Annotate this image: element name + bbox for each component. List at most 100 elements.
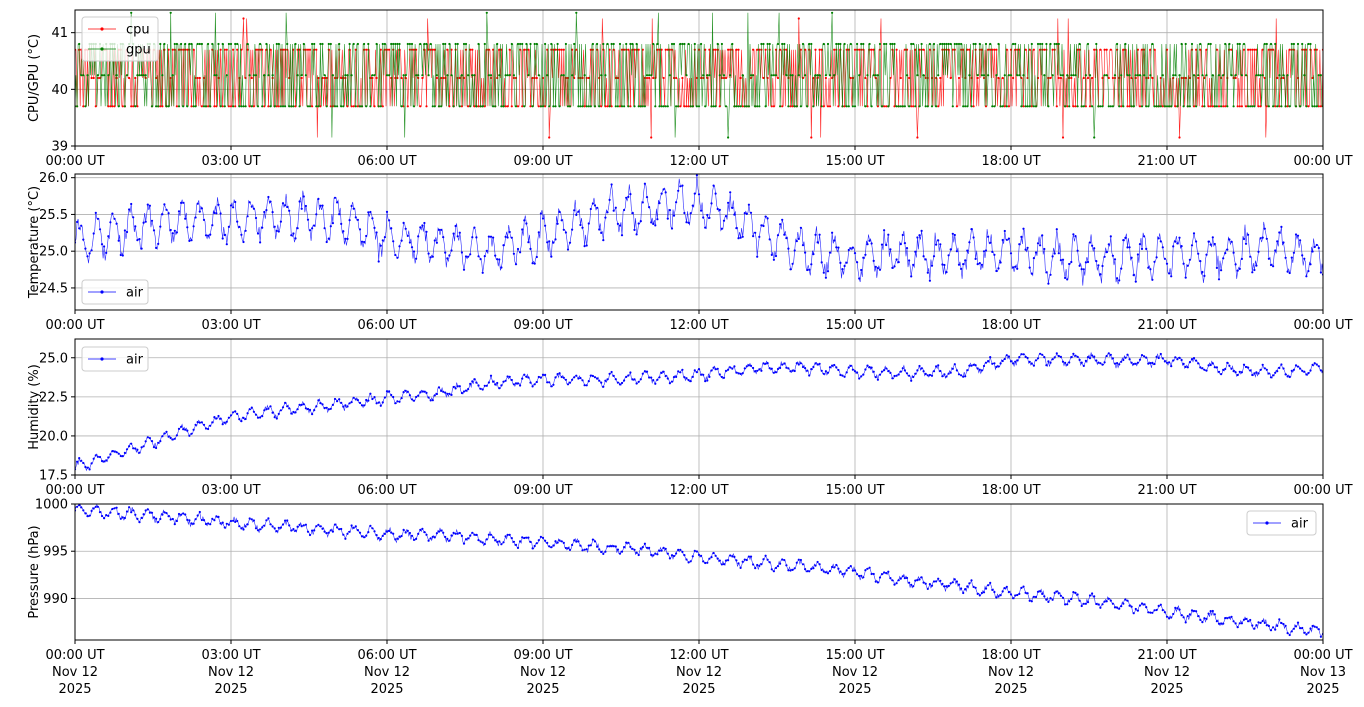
data-point bbox=[602, 385, 605, 388]
data-point bbox=[1105, 74, 1108, 77]
data-point bbox=[1195, 105, 1198, 108]
data-point bbox=[1113, 606, 1117, 609]
data-point bbox=[123, 451, 126, 454]
data-point bbox=[1261, 236, 1264, 239]
data-point bbox=[785, 74, 788, 77]
data-point bbox=[433, 105, 436, 108]
data-point bbox=[648, 74, 651, 77]
data-point bbox=[853, 370, 857, 373]
data-point bbox=[1122, 105, 1125, 108]
data-point bbox=[1230, 615, 1233, 618]
data-point bbox=[467, 537, 470, 540]
data-point bbox=[363, 404, 366, 407]
data-point bbox=[286, 519, 289, 522]
data-point bbox=[1209, 42, 1212, 46]
data-point bbox=[288, 524, 291, 527]
data-point bbox=[1178, 136, 1181, 139]
data-point bbox=[232, 519, 235, 522]
data-point bbox=[862, 256, 865, 259]
data-point bbox=[275, 229, 278, 232]
data-point bbox=[88, 468, 91, 471]
data-point bbox=[296, 408, 299, 411]
data-point bbox=[610, 42, 613, 46]
data-point bbox=[1247, 48, 1250, 51]
data-point bbox=[1111, 76, 1114, 80]
data-point bbox=[204, 427, 208, 430]
data-point bbox=[970, 105, 973, 108]
data-point bbox=[1012, 597, 1015, 600]
data-point bbox=[1319, 369, 1322, 372]
data-point bbox=[856, 573, 859, 576]
data-point bbox=[292, 410, 295, 414]
data-point bbox=[525, 536, 528, 539]
data-point bbox=[1172, 612, 1175, 616]
data-point bbox=[177, 48, 181, 51]
data-point bbox=[96, 217, 99, 220]
x-tick-label: 03:00 UT bbox=[201, 483, 260, 498]
data-point bbox=[1213, 242, 1216, 246]
data-point bbox=[130, 11, 133, 14]
data-point bbox=[460, 105, 463, 108]
data-point bbox=[681, 42, 684, 46]
data-point bbox=[648, 76, 651, 80]
data-point bbox=[1022, 74, 1025, 77]
data-point bbox=[1057, 252, 1060, 255]
data-point bbox=[510, 236, 513, 239]
data-point bbox=[240, 105, 243, 108]
data-point bbox=[1153, 362, 1156, 366]
data-point bbox=[826, 572, 830, 575]
data-point bbox=[485, 538, 488, 541]
data-point bbox=[824, 276, 828, 279]
data-point bbox=[835, 42, 838, 46]
data-point bbox=[774, 254, 778, 258]
data-point bbox=[130, 202, 133, 206]
data-point bbox=[1240, 257, 1243, 260]
data-point bbox=[1134, 280, 1137, 283]
data-point bbox=[675, 105, 678, 108]
data-point bbox=[989, 356, 992, 359]
data-point bbox=[1269, 629, 1273, 632]
data-point bbox=[286, 205, 289, 209]
data-point bbox=[1232, 620, 1235, 623]
data-point bbox=[939, 42, 942, 46]
data-point bbox=[685, 558, 688, 561]
data-point bbox=[107, 514, 110, 518]
data-point bbox=[1309, 369, 1312, 372]
data-point bbox=[427, 252, 430, 255]
data-point bbox=[625, 42, 628, 46]
data-point bbox=[1088, 241, 1092, 244]
data-point bbox=[1247, 366, 1250, 369]
data-point bbox=[604, 74, 607, 77]
data-point bbox=[94, 105, 97, 108]
data-point bbox=[1249, 369, 1252, 372]
data-point bbox=[281, 105, 285, 108]
x-tick-year: 2025 bbox=[994, 682, 1027, 697]
data-point bbox=[173, 523, 176, 526]
data-point bbox=[801, 244, 805, 247]
data-point bbox=[795, 240, 798, 243]
data-point bbox=[831, 364, 834, 367]
data-point bbox=[469, 382, 472, 385]
data-point bbox=[419, 226, 422, 229]
data-point bbox=[731, 555, 734, 558]
data-point bbox=[806, 105, 809, 108]
data-point bbox=[687, 42, 690, 46]
data-point bbox=[1026, 246, 1029, 249]
data-point bbox=[1007, 355, 1011, 358]
data-point bbox=[1165, 105, 1169, 108]
data-point bbox=[296, 525, 299, 528]
data-point bbox=[672, 42, 676, 46]
data-point bbox=[600, 550, 603, 554]
data-point bbox=[331, 530, 334, 533]
data-point bbox=[912, 42, 915, 46]
data-point bbox=[188, 239, 191, 242]
data-point bbox=[868, 366, 871, 369]
data-point bbox=[693, 549, 696, 552]
data-point bbox=[831, 11, 834, 14]
data-point bbox=[165, 105, 168, 108]
data-point bbox=[814, 74, 817, 77]
data-point bbox=[1109, 105, 1112, 108]
data-point bbox=[477, 384, 480, 387]
data-point bbox=[421, 74, 424, 77]
data-point bbox=[431, 48, 434, 51]
